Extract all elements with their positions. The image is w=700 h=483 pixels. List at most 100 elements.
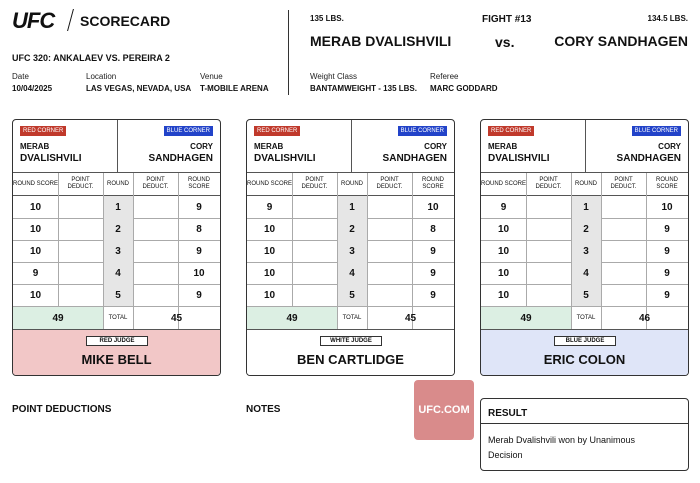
round-number: 1 [349, 201, 355, 213]
rule [571, 173, 572, 338]
round-number: 4 [115, 267, 121, 279]
column-header: POINT DEDUCT. [142, 177, 169, 190]
red-score: 10 [29, 201, 42, 213]
red-name: DVALISHVILI [20, 153, 82, 164]
round-bg [571, 284, 601, 306]
rule [13, 172, 220, 173]
round-number: 5 [349, 289, 355, 301]
total-label: TOTAL [108, 315, 128, 321]
blue-total: 45 [404, 312, 417, 324]
round-bg [571, 196, 601, 218]
field-value: 10/04/2025 [12, 84, 53, 93]
round-bg [571, 262, 601, 284]
column-header: ROUND SCORE [481, 180, 527, 187]
blue-name: SANDHAGEN [148, 153, 213, 164]
red-corner-tag: RED CORNER [20, 126, 67, 136]
judge-name: BEN CARTLIDGE [297, 352, 404, 367]
blue-score: 9 [664, 223, 670, 235]
column-header: ROUND SCORE [422, 177, 444, 190]
deductions-title: POINT DEDUCTIONS [12, 404, 112, 415]
judge-role: BLUE JUDGE [554, 336, 616, 346]
round-bg [337, 196, 367, 218]
field-label: Venue [200, 72, 223, 81]
rule [412, 173, 413, 338]
column-header: ROUND [341, 180, 363, 187]
red-score: 10 [29, 289, 42, 301]
vs: vs. [495, 34, 515, 50]
red-score: 9 [32, 267, 39, 279]
judge-panel: BLUE JUDGE ERIC COLON [481, 330, 688, 375]
red-score: 10 [497, 289, 510, 301]
red-total: 49 [247, 307, 337, 329]
red-score: 9 [266, 201, 273, 213]
column-header: ROUND SCORE [13, 180, 59, 187]
red-name: DVALISHVILI [254, 153, 316, 164]
blue-score: 9 [664, 267, 670, 279]
field-label: Weight Class [310, 72, 357, 81]
red-corner-tag: RED CORNER [488, 126, 535, 136]
red-total: 49 [13, 307, 103, 329]
blue-score: 10 [427, 201, 439, 213]
field-label: Location [86, 72, 117, 81]
red-weight: 135 LBS. [310, 14, 344, 23]
red-score: 10 [29, 223, 42, 235]
rule [585, 120, 586, 172]
red-score: 10 [263, 245, 276, 257]
round-number: 2 [115, 223, 121, 235]
field-value: MARC GODDARD [430, 84, 498, 93]
column-header: POINT DEDUCT. [67, 177, 94, 190]
column-header: ROUND SCORE [247, 180, 293, 187]
field-value: T-MOBILE ARENA [200, 84, 269, 93]
red-score: 10 [29, 245, 42, 257]
result-text: Merab Dvalishvili won by Unanimous Decis… [488, 435, 636, 460]
round-number: 4 [349, 267, 355, 279]
blue-score: 9 [196, 201, 202, 213]
separator [288, 10, 289, 95]
result-title: RESULT [488, 408, 528, 419]
rule [351, 120, 352, 172]
blue-total: 45 [170, 312, 183, 324]
round-bg [337, 240, 367, 262]
judge-name: ERIC COLON [543, 352, 626, 367]
fight-number: FIGHT #13 [482, 14, 532, 25]
red-name: MERAB [254, 142, 284, 151]
round-number: 5 [115, 289, 121, 301]
judge-role: RED JUDGE [86, 336, 148, 346]
blue-name: CORY [424, 142, 447, 151]
rule [601, 173, 602, 338]
round-bg [571, 218, 601, 240]
blue-name: CORY [190, 142, 213, 151]
column-header: ROUND [107, 180, 129, 187]
rule [337, 173, 338, 338]
blue-score: 9 [430, 289, 436, 301]
judge-panel: RED JUDGE MIKE BELL [13, 330, 220, 375]
blue-corner-tag: BLUE CORNER [397, 126, 447, 136]
total-label: TOTAL [576, 315, 596, 321]
blue-score: 9 [196, 289, 202, 301]
blue-score: 10 [661, 201, 673, 213]
field-value: BANTAMWEIGHT - 135 LBS. [310, 84, 417, 93]
blue-score: 9 [430, 267, 436, 279]
round-number: 3 [115, 245, 121, 257]
rule [58, 173, 59, 338]
event: UFC 320: ANKALAEV VS. PEREIRA 2 [12, 53, 170, 63]
red-score: 10 [497, 245, 510, 257]
rule [292, 173, 293, 338]
column-header: ROUND [575, 180, 597, 187]
field-label: Referee [430, 72, 459, 81]
blue-score: 10 [193, 267, 205, 279]
judge-panel: WHITE JUDGE BEN CARTLIDGE [247, 330, 454, 375]
blue-score: 9 [430, 245, 436, 257]
red-score: 10 [263, 267, 276, 279]
rule [247, 172, 454, 173]
blue-weight: 134.5 LBS. [647, 14, 688, 23]
logo: UFC [12, 8, 55, 33]
round-number: 2 [349, 223, 355, 235]
rule [103, 173, 104, 338]
blue-fighter: CORY SANDHAGEN [554, 33, 688, 49]
round-bg [337, 284, 367, 306]
round-bg [103, 240, 133, 262]
field-value: LAS VEGAS, NEVADA, USA [86, 84, 192, 93]
rule [247, 306, 454, 307]
doc-title: SCORECARD [80, 13, 171, 29]
